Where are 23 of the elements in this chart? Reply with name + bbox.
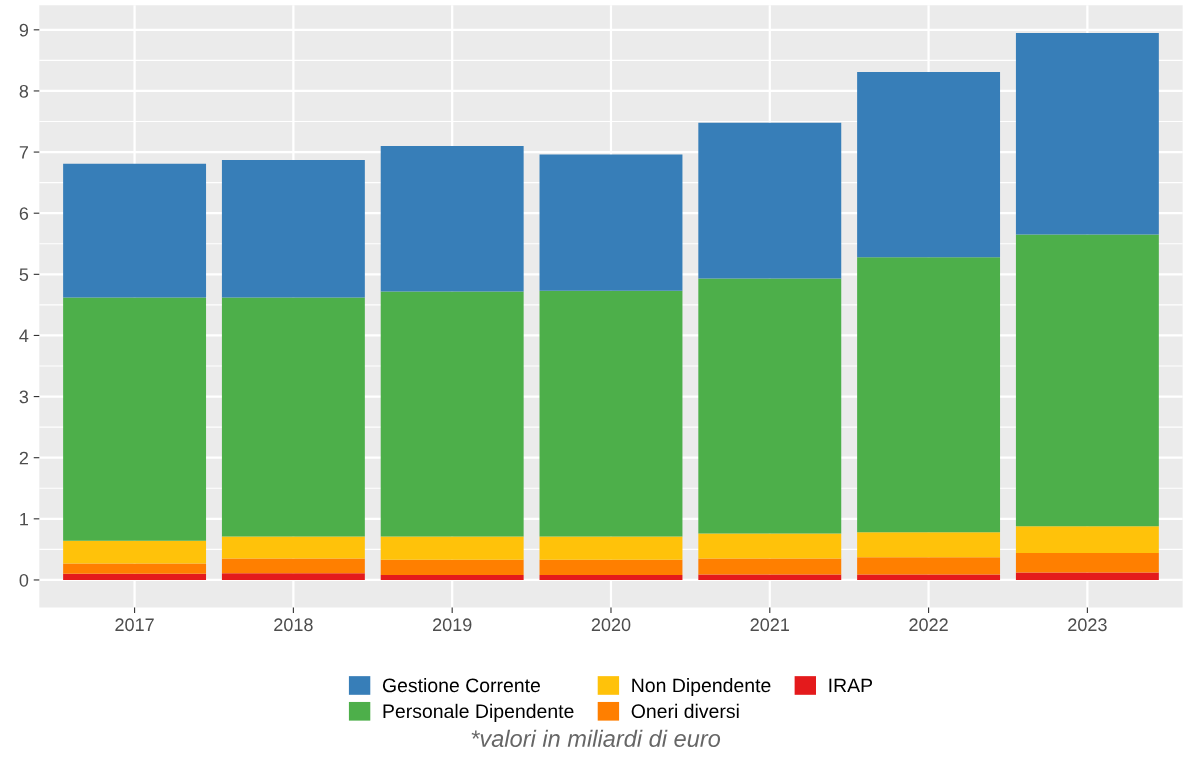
y-tick-label: 7 — [19, 146, 28, 159]
x-tick-label: 2022 — [909, 618, 948, 632]
legend-label: IRAP — [829, 678, 873, 693]
x-tick-label: 2018 — [274, 618, 313, 632]
x-tick-label: 2020 — [591, 618, 631, 632]
legend-label: Personale Dipendente — [383, 703, 574, 722]
y-tick-label: 3 — [19, 390, 29, 404]
legend-label: Gestione Corrente — [382, 678, 540, 693]
y-tick-label: 8 — [19, 84, 29, 98]
legend-label: Non Dipendente — [632, 678, 771, 697]
y-tick-label: 9 — [19, 23, 29, 37]
y-tick-label: 6 — [19, 207, 29, 220]
legend-label: Oneri diversi — [631, 703, 739, 719]
y-tick-label: 4 — [19, 329, 29, 342]
x-tick-label: 2023 — [1068, 618, 1107, 632]
y-tick-label: 2 — [19, 451, 28, 465]
y-tick-label: 5 — [19, 268, 29, 282]
x-tick-label: 2021 — [750, 618, 789, 632]
y-tick-label: 1 — [20, 512, 29, 526]
text: *valori in miliardi di euro — [471, 729, 721, 747]
x-tick-label: 2019 — [433, 618, 472, 632]
y-tick-label: 0 — [19, 573, 29, 587]
x-tick-label: 2017 — [115, 618, 154, 632]
